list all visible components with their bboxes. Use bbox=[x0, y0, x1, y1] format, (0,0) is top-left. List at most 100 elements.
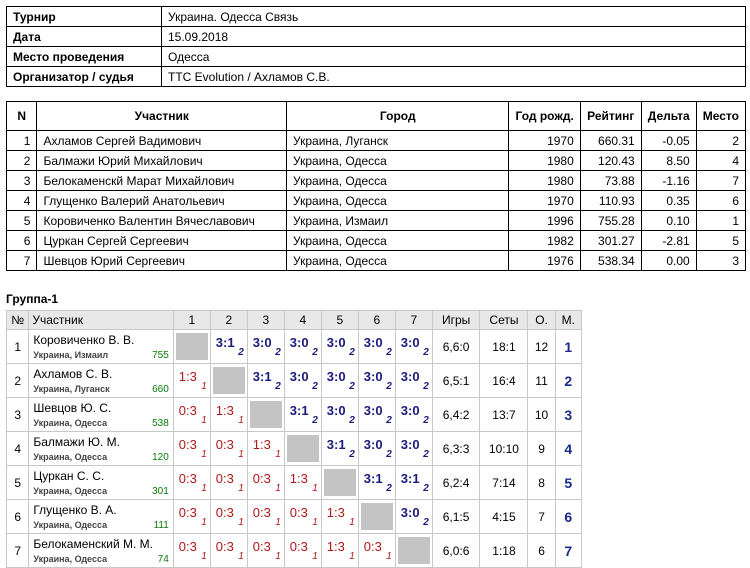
result-cell: 3:0 2 bbox=[283, 363, 322, 398]
result-cell: 1:3 1 bbox=[320, 499, 359, 534]
result: 1:3 1 bbox=[251, 434, 281, 460]
result-cell: 3:0 2 bbox=[357, 431, 396, 466]
cell: -2.81 bbox=[640, 230, 697, 251]
result-score: 3:0 bbox=[326, 369, 346, 384]
player-rating: 111 bbox=[153, 520, 169, 531]
diagonal-cell bbox=[357, 499, 396, 534]
header-cell: N bbox=[5, 101, 38, 131]
result-points: 2 bbox=[386, 449, 392, 460]
header-cell: 5 bbox=[320, 310, 359, 330]
header-cell: 2 bbox=[209, 310, 248, 330]
result-points: 2 bbox=[312, 381, 318, 392]
result: 0:3 1 bbox=[251, 468, 281, 494]
result-score: 1:3 bbox=[215, 403, 234, 418]
result: 3:1 2 bbox=[288, 400, 318, 426]
result-points: 1 bbox=[386, 551, 392, 562]
header-cell: Сеты bbox=[479, 310, 529, 330]
result-score: 3:0 bbox=[363, 403, 383, 418]
player: Балмажи Ю. М. Украина, Одесса 120 bbox=[28, 431, 174, 466]
result-points: 2 bbox=[386, 381, 392, 392]
result: 1:3 1 bbox=[214, 400, 244, 426]
cell: Украина, Измаил bbox=[286, 210, 510, 231]
diagonal-fill bbox=[175, 333, 208, 360]
result-points: 1 bbox=[238, 517, 244, 528]
result-score: 0:3 bbox=[178, 437, 197, 452]
cell: Украина, Одесса bbox=[286, 150, 510, 171]
diagonal-fill bbox=[323, 469, 356, 496]
result-cell: 1:3 1 bbox=[283, 465, 322, 500]
result-points: 2 bbox=[349, 415, 355, 426]
result: 0:3 1 bbox=[177, 536, 207, 562]
result: 0:3 1 bbox=[214, 434, 244, 460]
participant-row: 4 Глущенко Валерий Анатольевич Украина, Од… bbox=[5, 190, 747, 211]
result-score: 0:3 bbox=[363, 539, 382, 554]
result: 3:0 2 bbox=[399, 332, 429, 358]
result-cell: 0:3 1 bbox=[209, 465, 248, 500]
games: 6,5:1 bbox=[431, 363, 481, 398]
points: 9 bbox=[527, 431, 556, 466]
row-number: 1 bbox=[5, 329, 30, 364]
player-name: Шевцов Ю. С. bbox=[33, 400, 112, 415]
result-cell: 3:0 2 bbox=[320, 363, 359, 398]
group-row: 6 Глущенко В. А. Украина, Одесса 111 0:3 1 0:3… bbox=[5, 499, 583, 534]
place: 2 bbox=[554, 363, 583, 398]
result: 3:1 2 bbox=[399, 468, 429, 494]
result-points: 1 bbox=[349, 517, 355, 528]
cell: 2 bbox=[5, 150, 38, 171]
games: 6,1:5 bbox=[431, 499, 481, 534]
result-score: 3:0 bbox=[289, 335, 309, 350]
result-score: 0:3 bbox=[178, 505, 197, 520]
result: 0:3 1 bbox=[177, 400, 207, 426]
result-cell: 3:0 2 bbox=[320, 397, 359, 432]
header-cell: 4 bbox=[283, 310, 322, 330]
participant-row: 2 Балмажи Юрий Михайлович Украина, Одесса 1… bbox=[5, 150, 747, 171]
result-cell: 3:0 2 bbox=[283, 329, 322, 364]
header-cell: 6 bbox=[357, 310, 396, 330]
cell: Украина, Одесса bbox=[286, 230, 510, 251]
player: Цуркан С. С. Украина, Одесса 301 bbox=[28, 465, 174, 500]
row-number: 3 bbox=[5, 397, 30, 432]
result-points: 2 bbox=[349, 381, 355, 392]
result-points: 1 bbox=[201, 449, 207, 460]
player-city-line: Украина, Луганск bbox=[33, 381, 169, 395]
tournament-info: Турнир Украина. Одесса Связь Дата 15.09.201… bbox=[6, 6, 746, 87]
sets: 7:14 bbox=[479, 465, 529, 500]
result: 3:0 2 bbox=[399, 366, 429, 392]
result-score: 0:3 bbox=[178, 471, 197, 486]
result-score: 3:0 bbox=[363, 437, 383, 452]
info-value: TTC Evolution / Ахламов С.В. bbox=[161, 66, 746, 87]
header-cell: М. bbox=[554, 310, 583, 330]
result-points: 1 bbox=[201, 415, 207, 426]
points: 10 bbox=[527, 397, 556, 432]
result: 0:3 1 bbox=[214, 468, 244, 494]
cell: 110.93 bbox=[579, 190, 642, 211]
place: 6 bbox=[554, 499, 583, 534]
result-score: 3:1 bbox=[400, 471, 420, 486]
cell: 7 bbox=[5, 250, 38, 271]
info-key: Организатор / судья bbox=[6, 66, 162, 87]
cell: Глущенко Валерий Анатольевич bbox=[36, 190, 288, 211]
result-cell: 3:1 2 bbox=[209, 329, 248, 364]
result-points: 1 bbox=[238, 551, 244, 562]
result-cell: 0:3 1 bbox=[246, 465, 285, 500]
diagonal-cell bbox=[394, 533, 433, 568]
result-cell: 1:3 1 bbox=[209, 397, 248, 432]
result-points: 1 bbox=[312, 517, 318, 528]
result: 3:0 2 bbox=[399, 502, 429, 528]
result: 3:1 2 bbox=[362, 468, 392, 494]
player: Коровиченко В. В. Украина, Измаил 755 bbox=[28, 329, 174, 364]
result-points: 2 bbox=[312, 415, 318, 426]
header-cell: О. bbox=[527, 310, 556, 330]
result-score: 0:3 bbox=[178, 403, 197, 418]
cell: 7 bbox=[695, 170, 747, 191]
player: Шевцов Ю. С. Украина, Одесса 538 bbox=[28, 397, 174, 432]
diagonal-fill bbox=[212, 367, 245, 394]
result: 3:0 2 bbox=[251, 332, 281, 358]
cell: Украина, Луганск bbox=[286, 130, 510, 151]
points: 11 bbox=[527, 363, 556, 398]
player-city: Украина, Одесса bbox=[33, 553, 108, 564]
place: 1 bbox=[554, 329, 583, 364]
cell: 120.43 bbox=[579, 150, 642, 171]
result-score: 3:0 bbox=[400, 403, 420, 418]
player-rating: 120 bbox=[152, 452, 169, 463]
